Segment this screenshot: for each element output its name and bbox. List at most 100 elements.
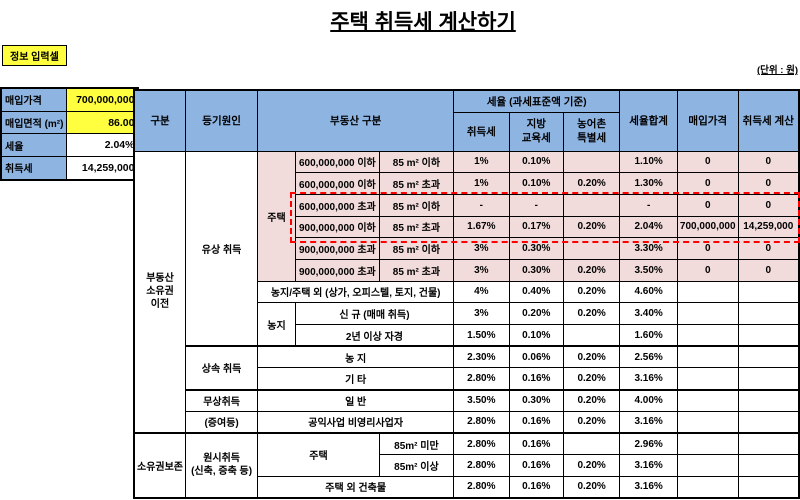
cell-total: - [619,193,678,217]
cell-rural [562,324,621,347]
cell-total: 1.30% [619,172,678,195]
cell-local: 0.30% [508,388,564,412]
cell-calc: 0 [737,172,800,195]
col-header-cause: 등기원인 [184,89,259,152]
cell-size: 85 m² 초과 [378,215,455,239]
cell-local: 0.16% [508,431,564,456]
group-preservation: 소유권보존 [133,431,186,499]
cell-price [676,280,739,304]
cell-rural: 0.20% [562,345,621,369]
page-title: 주택 취득세 계산하기 [330,11,516,34]
input-row-area: 매입면적 (m²) 86.00 [0,110,139,135]
cell-local: 0.30% [508,258,564,282]
input-row-rate: 세율 2.04% [0,133,139,158]
acq-tax-value: 14,259,000 [66,156,139,181]
cell-price [676,324,739,347]
cell-calc [737,388,800,412]
cell-size: 85m² 미만 [378,431,455,456]
group-original-acquisition: 원시취득 (신축, 증축 등) [184,431,259,499]
cell-total: 2.56% [619,345,678,369]
cell-price [676,345,739,369]
cell-rural: 0.20% [562,388,621,412]
cell-calc [737,302,800,325]
cell-acq: 2.80% [453,410,510,434]
cell-local: 0.17% [508,215,564,239]
cell-price [676,302,739,325]
cell-calc [737,324,800,347]
cell-total: 1.10% [619,150,678,174]
cell-acq: 1.50% [453,324,510,347]
cell-acq: 2.30% [453,345,510,369]
cell-total: 3.16% [619,410,678,434]
purchase-price-label: 매입가격 [0,87,68,112]
cell-calc [737,367,800,391]
cell-price: 0 [676,193,739,217]
table-row: 900,000,000 초과 85 m² 이하 3% 0.30% 3.30% 0… [134,237,800,260]
col-header-purchase-price: 매입가격 [676,89,739,152]
cell-calc [737,410,800,434]
cell-size: 85 m² 이하 [378,237,455,260]
tax-rate-table: 구분 등기원인 부동산 구분 세율 (과세표준액 기준) 세율합계 매입가격 취… [133,89,800,499]
cell-total: 3.16% [619,475,678,499]
col-header-rural-special-tax: 농어촌 특별세 [562,111,621,152]
header-row-2: 취득세 지방 교육세 농어촌 특별세 [134,111,799,152]
cell-rural: 0.20% [562,410,621,434]
cell-total: 1.60% [619,324,678,347]
col-header-rate-group: 세율 (과세표준액 기준) [453,89,621,113]
cell-rural: 0.20% [562,302,621,325]
cell-size: 85 m² 이하 [378,150,455,174]
table-row: 900,000,000 초과 85 m² 초과 3% 0.30% 0.20% 3… [134,258,800,282]
cell-acq: 3% [453,237,510,260]
table-row: 상속 취득 농 지 2.30% 0.06% 0.20% 2.56% [134,345,800,391]
unit-note: (단위 : 원) [757,65,798,76]
group-inheritance: 상속 취득 [184,345,259,391]
cell-property-name: 2년 이상 자경 [294,324,455,347]
cell-acq: 4% [453,280,510,304]
cell-size: 85 m² 이하 [378,193,455,217]
cell-price: 0 [676,172,739,195]
table-row-active-bracket: 900,000,000 이하 85 m² 초과 1.67% 0.17% 0.20… [134,215,800,239]
cell-calc: 0 [737,150,800,174]
cell-range: 900,000,000 초과 [294,258,380,282]
cell-range: 900,000,000 이하 [294,215,380,239]
cell-total: 4.60% [619,280,678,304]
input-row-tax: 취득세 14,259,000 [0,156,139,181]
cell-total: 3.30% [619,237,678,260]
group-farmland: 농지 [257,302,296,347]
cell-local: 0.10% [508,150,564,174]
table-row: 무상취득 일 반 3.50% 0.30% 0.20% 4.00% [134,388,800,412]
cell-total: 3.40% [619,302,678,325]
cell-size: 85m² 이상 [378,454,455,477]
cell-rural [562,237,621,260]
cell-rural [562,193,621,217]
cell-local: 0.16% [508,410,564,434]
col-header-acq-tax: 취득세 [453,111,510,152]
cell-price [676,475,739,499]
cell-price: 0 [676,237,739,260]
cell-price: 0 [676,150,739,174]
input-row-price: 매입가격 700,000,000 [0,87,139,112]
group-free-acquisition-sub: (증여등) [184,410,259,434]
table-row: 주택 외 건축물 2.80% 0.16% 0.20% 3.16% [134,475,800,499]
cell-property-name: 공익사업 비영리사업자 [257,410,455,434]
tax-rate-value: 2.04% [66,133,139,158]
purchase-area-label: 매입면적 (m²) [0,110,68,135]
col-header-gubun: 구분 [133,89,186,152]
cell-calc [737,475,800,499]
cell-rural [562,150,621,174]
table-row: 부동산 소유권 이전 유상 취득 주택 600,000,000 이하 85 m²… [133,150,800,434]
table-row: 농지 신 규 (매매 취득) 3% 0.20% 0.20% 3.40% [134,302,800,347]
cell-rural: 0.20% [562,367,621,391]
cell-rural: 0.20% [562,258,621,282]
acq-tax-label: 취득세 [0,156,68,181]
cell-local: 0.16% [508,367,564,391]
cell-total: 3.16% [619,454,678,477]
purchase-price-input[interactable]: 700,000,000 [66,87,139,112]
purchase-area-input[interactable]: 86.00 [66,110,139,135]
table-row: 600,000,000 초과 85 m² 이하 - - - 0 0 [134,193,800,217]
cell-property-name: 기 타 [257,367,455,391]
cell-local: 0.10% [508,172,564,195]
cell-calc: 0 [737,237,800,260]
group-housing: 주택 [257,150,296,282]
